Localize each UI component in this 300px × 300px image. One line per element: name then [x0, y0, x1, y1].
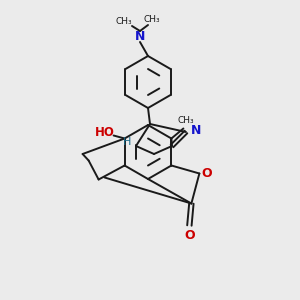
Text: HO: HO	[95, 126, 115, 139]
Text: H: H	[123, 137, 131, 147]
Text: N: N	[191, 124, 201, 136]
Text: CH₃: CH₃	[116, 17, 132, 26]
Text: O: O	[184, 229, 195, 242]
Text: N: N	[135, 29, 145, 43]
Text: CH₃: CH₃	[144, 16, 160, 25]
Text: CH₃: CH₃	[177, 116, 194, 125]
Text: O: O	[201, 167, 212, 180]
